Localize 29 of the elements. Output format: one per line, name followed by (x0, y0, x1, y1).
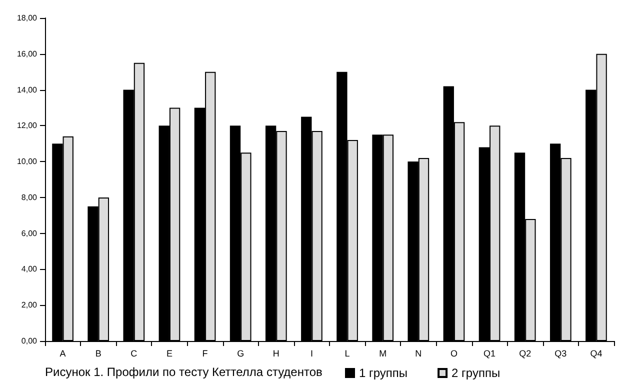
x-tick-label: E (166, 348, 172, 358)
y-tick-label: 0,00 (21, 336, 38, 346)
y-tick-label: 10,00 (16, 157, 38, 166)
y-tick-label: 2,00 (21, 300, 38, 310)
legend-label: 2 группы (452, 366, 500, 380)
x-tick-label: B (95, 348, 102, 358)
y-tick-label: 18,00 (16, 14, 38, 22)
x-tick-label: C (130, 348, 138, 358)
legend-label: 1 группы (359, 366, 408, 380)
x-tick-label: I (310, 348, 313, 358)
x-tick-label: N (415, 348, 422, 358)
x-tick-label: O (450, 348, 458, 358)
x-tick-label: Q1 (484, 348, 496, 358)
y-tick-label: 14,00 (16, 85, 38, 94)
y-tick-label: 16,00 (16, 49, 38, 58)
x-tick-label: Q3 (554, 348, 567, 358)
x-tick-label: H (272, 348, 280, 358)
y-tick-label: 12,00 (16, 121, 38, 130)
x-tick-label: L (344, 348, 350, 358)
x-tick-label: F (202, 348, 208, 358)
text: Рисунок 1. Профили по тесту Кеттелла студентов (45, 365, 322, 379)
x-tick-label: Q2 (519, 348, 532, 358)
y-tick-label: 6,00 (21, 228, 38, 238)
x-tick-label: Q4 (590, 348, 602, 358)
x-tick-label: M (379, 348, 387, 358)
y-tick-label: 8,00 (21, 192, 38, 202)
x-tick-label: G (237, 348, 244, 358)
x-tick-label: A (60, 348, 66, 358)
y-tick-label: 4,00 (21, 264, 38, 274)
